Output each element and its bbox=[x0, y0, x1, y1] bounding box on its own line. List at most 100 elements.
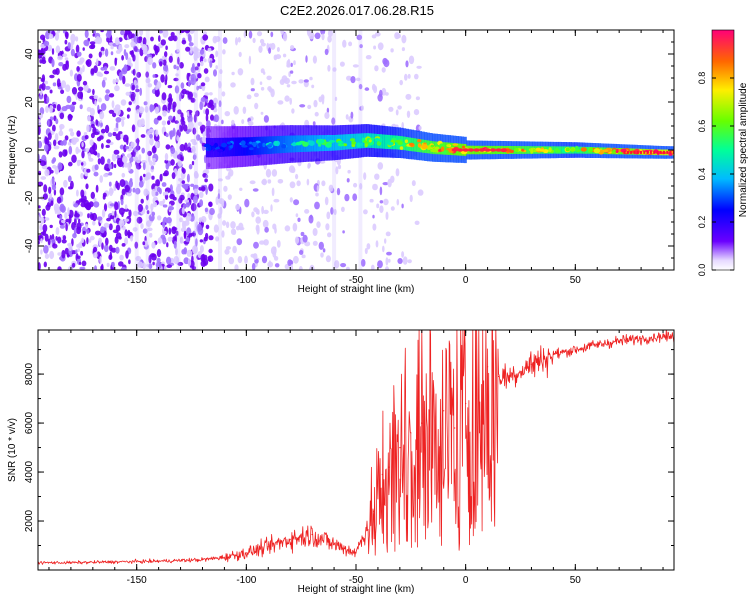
noise-speckle bbox=[251, 262, 256, 270]
noise-speckle bbox=[175, 185, 182, 195]
noise-speckle bbox=[235, 37, 238, 46]
tone-peak bbox=[636, 150, 639, 154]
noise-speckle bbox=[239, 226, 245, 231]
noise-speckle bbox=[252, 37, 256, 44]
noise-speckle bbox=[183, 257, 190, 265]
x-tick-label: -150 bbox=[127, 275, 147, 286]
noise-speckle bbox=[166, 242, 169, 248]
tone-core bbox=[345, 134, 349, 150]
noise-speckle bbox=[68, 145, 73, 155]
noise-speckle bbox=[183, 247, 187, 255]
noise-speckle bbox=[92, 88, 95, 96]
noise-speckle bbox=[267, 179, 272, 184]
noise-speckle bbox=[209, 207, 215, 216]
noise-speckle bbox=[127, 229, 131, 239]
tone-blob bbox=[509, 149, 514, 153]
noise-speckle bbox=[111, 210, 115, 216]
noise-speckle bbox=[54, 133, 59, 142]
noise-speckle bbox=[227, 194, 232, 200]
noise-speckle bbox=[207, 47, 212, 52]
noise-speckle bbox=[170, 31, 175, 38]
noise-speckle bbox=[197, 73, 202, 79]
noise-speckle bbox=[43, 40, 50, 47]
noise-speckle bbox=[64, 39, 68, 45]
noise-speckle bbox=[112, 112, 117, 118]
noise-speckle bbox=[39, 216, 45, 225]
noise-speckle bbox=[373, 45, 377, 50]
noise-speckle bbox=[177, 56, 180, 65]
noise-speckle bbox=[196, 134, 201, 141]
noise-speckle bbox=[225, 221, 230, 229]
noise-speckle bbox=[134, 241, 139, 249]
noise-speckle bbox=[49, 192, 52, 200]
noise-speckle bbox=[168, 115, 173, 121]
noise-speckle bbox=[121, 188, 126, 196]
noise-speckle bbox=[176, 154, 183, 160]
noise-speckle bbox=[101, 209, 106, 218]
noise-speckle bbox=[205, 186, 208, 195]
noise-speckle bbox=[188, 164, 193, 170]
noise-speckle bbox=[118, 72, 123, 80]
noise-speckle bbox=[71, 101, 77, 106]
noise-speckle bbox=[43, 261, 47, 268]
noise-speckle bbox=[177, 160, 183, 167]
noise-speckle bbox=[98, 97, 102, 103]
noise-speckle bbox=[271, 187, 275, 197]
noise-speckle bbox=[174, 120, 179, 124]
tone-peak bbox=[659, 150, 662, 154]
tone-blob bbox=[351, 141, 357, 145]
noise-speckle bbox=[230, 221, 236, 229]
noise-speckle bbox=[99, 111, 105, 120]
noise-speckle bbox=[135, 85, 139, 89]
noise-speckle bbox=[124, 204, 128, 210]
snr-point bbox=[223, 556, 225, 558]
noise-speckle bbox=[128, 179, 133, 188]
noise-speckle bbox=[135, 255, 142, 262]
noise-speckle bbox=[202, 258, 209, 266]
noise-speckle bbox=[102, 194, 106, 200]
noise-speckle bbox=[185, 212, 192, 222]
tone-peak bbox=[473, 148, 480, 152]
noise-speckle bbox=[265, 168, 272, 178]
noise-speckle bbox=[327, 30, 333, 38]
noise-speckle bbox=[326, 211, 331, 220]
noise-speckle bbox=[208, 235, 214, 241]
tone-blob bbox=[295, 141, 303, 146]
noise-speckle bbox=[213, 69, 217, 77]
noise-speckle bbox=[74, 213, 80, 218]
noise-speckle bbox=[147, 150, 153, 156]
noise-speckle bbox=[222, 37, 228, 44]
noise-speckle bbox=[230, 82, 236, 88]
noise-speckle bbox=[145, 71, 149, 78]
noise-speckle bbox=[82, 80, 88, 86]
snr-ylabel: SNR (10 * v/v) bbox=[7, 418, 18, 482]
noise-speckle bbox=[51, 238, 56, 244]
noise-speckle bbox=[309, 76, 313, 81]
noise-speckle bbox=[180, 82, 185, 89]
noise-speckle bbox=[238, 51, 242, 58]
noise-speckle bbox=[103, 77, 107, 81]
noise-speckle bbox=[92, 220, 96, 226]
noise-speckle bbox=[187, 79, 191, 87]
noise-speckle bbox=[73, 203, 79, 208]
noise-speckle bbox=[65, 223, 68, 232]
noise-speckle bbox=[85, 147, 90, 153]
noise-speckle bbox=[235, 225, 240, 231]
noise-speckle bbox=[142, 37, 147, 46]
noise-speckle bbox=[263, 115, 269, 123]
noise-speckle bbox=[297, 217, 301, 222]
y-tick-label: 4000 bbox=[24, 460, 35, 483]
tone-blob bbox=[356, 142, 361, 148]
noise-speckle bbox=[193, 114, 197, 123]
noise-speckle bbox=[287, 259, 293, 267]
noise-speckle bbox=[149, 134, 153, 139]
noise-speckle bbox=[359, 183, 363, 190]
noise-speckle bbox=[315, 192, 319, 197]
noise-speckle bbox=[322, 248, 326, 253]
noise-speckle bbox=[141, 147, 145, 154]
snr-point bbox=[267, 546, 269, 548]
tone-blob bbox=[253, 143, 257, 148]
noise-speckle bbox=[98, 239, 103, 246]
noise-speckle bbox=[133, 79, 137, 85]
